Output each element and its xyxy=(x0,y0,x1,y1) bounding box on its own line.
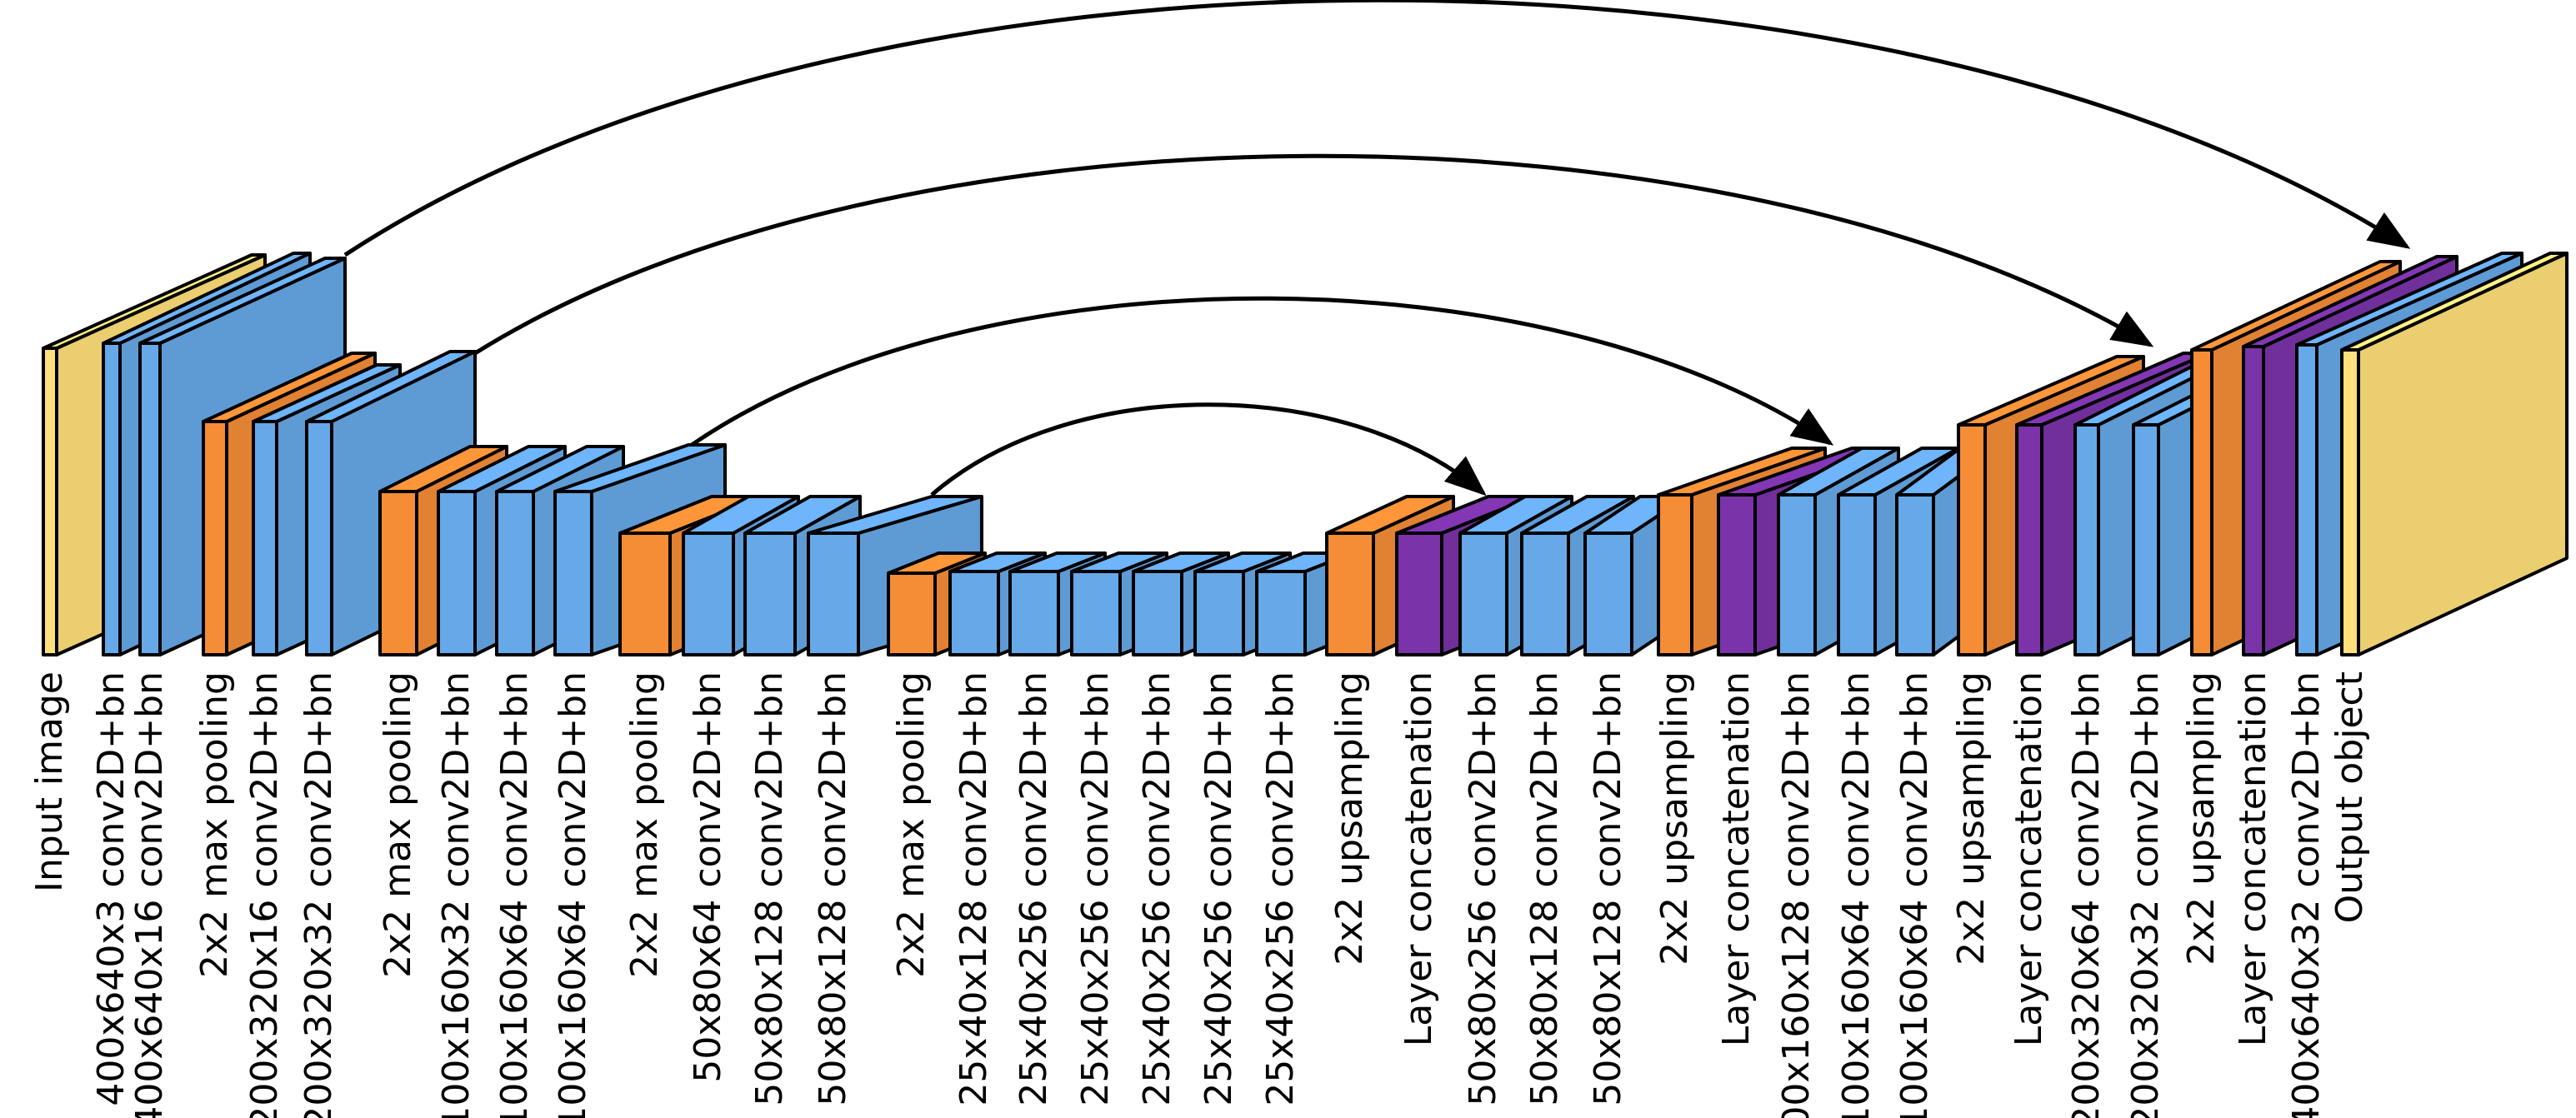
layer-label: 2x2 max pooling xyxy=(193,671,236,978)
layer-label: Layer concatenation xyxy=(2232,671,2274,1046)
layer-block-output xyxy=(2340,252,2568,656)
block-front-face xyxy=(378,490,418,656)
block-front-face xyxy=(2340,348,2360,656)
layer-label: 100x160x64 conv2D+bn xyxy=(1893,671,1936,1118)
block-front-face xyxy=(138,342,162,656)
block-front-face xyxy=(252,420,278,656)
block-front-face xyxy=(1777,493,1817,656)
block-front-face xyxy=(743,532,797,656)
block-front-face xyxy=(2132,423,2160,656)
layer-label: 2x2 upsampling xyxy=(1328,671,1371,966)
block-front-face xyxy=(618,532,672,656)
skip-connection-arrow xyxy=(343,0,2411,257)
layer-label: 2x2 upsampling xyxy=(1950,671,1993,966)
block-front-face xyxy=(887,571,937,656)
block-front-face xyxy=(1520,532,1570,656)
block-front-face xyxy=(1325,532,1375,656)
block-front-face xyxy=(437,490,477,656)
block-front-face xyxy=(1255,570,1307,656)
layer-label: 200x320x64 conv2D+bn xyxy=(2065,671,2108,1118)
block-front-face xyxy=(1395,532,1443,656)
layer-label: 25x40x256 conv2D+bn xyxy=(1259,671,1302,1106)
block-front-face xyxy=(948,570,1000,656)
layer-label: 50x80x128 conv2D+bn xyxy=(748,671,791,1106)
layer-label: Layer concatenation xyxy=(1398,671,1440,1046)
block-front-face xyxy=(682,532,735,656)
layer-label: 25x40x256 conv2D+bn xyxy=(1198,671,1240,1106)
block-front-face xyxy=(102,342,122,656)
layer-label: 25x40x256 conv2D+bn xyxy=(1136,671,1178,1106)
layer-label: 2x2 max pooling xyxy=(377,671,419,978)
layer-label: 25x40x256 conv2D+bn xyxy=(1013,671,1055,1106)
block-front-face xyxy=(807,532,860,656)
block-front-face xyxy=(305,420,333,656)
block-front-face xyxy=(1583,532,1633,656)
layer-label: 100x160x128 conv2D+bn xyxy=(1775,671,1818,1118)
block-front-face xyxy=(1008,570,1060,656)
layer-label: 200x320x32 conv2D+bn xyxy=(298,671,340,1118)
block-front-face xyxy=(2073,423,2100,656)
block-front-face xyxy=(2242,345,2265,656)
layer-label: 50x80x128 conv2D+bn xyxy=(1587,671,1629,1106)
block-front-face xyxy=(1193,570,1245,656)
block-front-face xyxy=(1957,423,1987,656)
layer-label: 25x40x128 conv2D+bn xyxy=(953,671,995,1106)
layer-label: Input image xyxy=(28,671,71,892)
block-front-face xyxy=(1657,493,1693,656)
layer-label: 400x640x3 conv2D+bn xyxy=(90,671,133,1106)
layer-label: 200x320x16 conv2D+bn xyxy=(243,671,286,1118)
layer-label: 50x80x64 conv2D+bn xyxy=(687,671,729,1083)
block-front-face xyxy=(1132,570,1183,656)
block-front-face xyxy=(42,347,58,656)
layer-label: 2x2 max pooling xyxy=(623,671,666,978)
block-front-face xyxy=(553,490,593,656)
skip-connection-arrows xyxy=(343,0,2411,497)
layer-label: 100x160x64 conv2D+bn xyxy=(552,671,594,1118)
skip-connection-arrow xyxy=(473,153,2154,356)
layer-label: 50x80x128 conv2D+bn xyxy=(812,671,854,1106)
block-front-face xyxy=(495,490,535,656)
layer-label: 400x640x16 conv2D+bn xyxy=(128,671,171,1118)
block-front-face xyxy=(2295,343,2318,656)
layer-labels: Input image 400x640x3 conv2D+bn400x640x16… xyxy=(28,671,2371,1118)
block-front-face xyxy=(1895,493,1935,656)
layer-label: 50x80x256 conv2D+bn xyxy=(1462,671,1504,1106)
layer-label: 400x640x32 conv2D+bn xyxy=(2285,671,2328,1118)
layer-label: 100x160x64 conv2D+bn xyxy=(1835,671,1878,1118)
block-front-face xyxy=(1717,493,1757,656)
layer-label: 2x2 upsampling xyxy=(2180,671,2223,966)
layer-label: Layer concatenation xyxy=(1715,671,1758,1046)
layer-label: 200x320x32 conv2D+bn xyxy=(2124,671,2167,1118)
layer-blocks xyxy=(42,252,2568,656)
layer-label: 2x2 max pooling xyxy=(890,671,933,978)
layer-label: 100x160x32 conv2D+bn xyxy=(435,671,478,1118)
layer-label: Layer concatenation xyxy=(2008,671,2050,1046)
block-front-face xyxy=(202,420,228,656)
layer-label: 100x160x64 conv2D+bn xyxy=(493,671,536,1118)
block-front-face xyxy=(2015,423,2043,656)
block-front-face xyxy=(2190,348,2213,656)
layer-label: Output object xyxy=(2328,671,2371,923)
layer-label: 2x2 upsampling xyxy=(1653,671,1696,966)
skip-connection-arrow xyxy=(690,296,1834,447)
layer-label: 50x80x128 conv2D+bn xyxy=(1523,671,1566,1106)
block-front-face xyxy=(1070,570,1122,656)
block-front-face xyxy=(1458,532,1508,656)
skip-connection-arrow xyxy=(930,402,1487,497)
block-front-face xyxy=(1837,493,1877,656)
layer-label: 25x40x256 conv2D+bn xyxy=(1074,671,1117,1106)
